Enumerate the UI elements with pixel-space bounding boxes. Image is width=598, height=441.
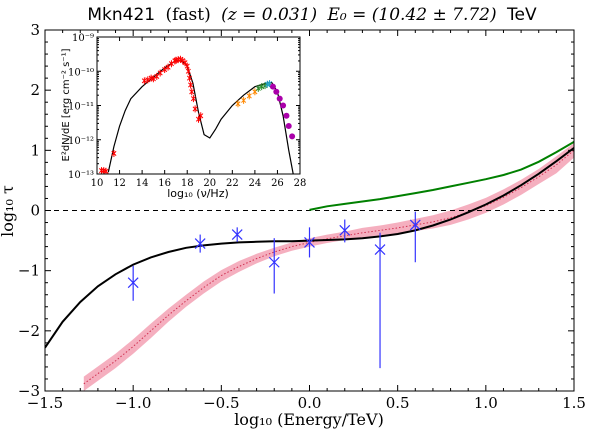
sed-data-point bbox=[276, 95, 283, 102]
inset-x-tick-label: 26 bbox=[271, 178, 284, 189]
inset-y-tick-label: 10⁻¹¹ bbox=[68, 102, 94, 113]
y-tick-label: 0 bbox=[30, 202, 40, 220]
y-tick-label: −2 bbox=[18, 322, 40, 340]
main-x-axis-label: log₁₀ (Energy/TeV) bbox=[234, 410, 384, 429]
sed-data-point bbox=[280, 102, 287, 109]
inset-y-tick-label: 10⁻¹³ bbox=[68, 170, 94, 181]
sed-data-point bbox=[289, 133, 296, 140]
sed-data-point bbox=[190, 95, 196, 103]
inset-x-axis-label: log₁₀ (ν/Hz) bbox=[167, 187, 229, 200]
y-tick-label: −1 bbox=[18, 262, 40, 280]
chart-title: Mkn421 (fast) (z = 0.031) E₀ = (10.42 ± … bbox=[87, 5, 537, 25]
inset-plot-axes: 10 12 14 16 18 20 22 24 26 28 10⁻¹³ 10⁻¹² 10⁻¹¹ 10⁻¹⁰… bbox=[68, 33, 306, 189]
sed-data-point bbox=[285, 123, 292, 130]
title-unit: TeV bbox=[506, 5, 537, 25]
sed-data-point bbox=[145, 76, 151, 84]
data-point bbox=[268, 238, 280, 294]
title-tag: (fast) bbox=[166, 5, 211, 25]
x-marker bbox=[374, 244, 386, 256]
sed-data-point bbox=[195, 115, 202, 123]
main-plot-data bbox=[45, 141, 574, 391]
inset-x-tick-label: 10 bbox=[91, 178, 104, 189]
inset-x-tick-label: 24 bbox=[249, 178, 262, 189]
data-point bbox=[231, 227, 243, 242]
title-redshift: (z = 0.031) bbox=[221, 5, 317, 25]
sed-data-point bbox=[283, 112, 290, 119]
sed-data-point bbox=[259, 83, 265, 91]
inset-x-tick-label: 16 bbox=[158, 178, 171, 189]
inset-x-tick-label: 14 bbox=[136, 178, 149, 189]
main-y-axis-label: log₁₀ τ bbox=[0, 185, 17, 237]
x-marker bbox=[127, 277, 139, 289]
sed-data-point bbox=[241, 96, 247, 104]
sed-data-point bbox=[188, 81, 194, 89]
data-point bbox=[409, 211, 421, 263]
x-marker bbox=[409, 219, 421, 231]
sed-data-point bbox=[198, 112, 204, 120]
sed-data-point bbox=[186, 74, 193, 82]
x-marker bbox=[339, 224, 351, 236]
sed-data-point bbox=[255, 84, 261, 92]
inset-y-tick-label: 10⁻¹⁰ bbox=[68, 67, 94, 78]
inset-y-axis-label: E²dN/dE [erg cm⁻² s⁻¹] bbox=[61, 48, 72, 161]
inset-background bbox=[97, 37, 300, 174]
x-marker bbox=[194, 238, 206, 250]
sed-data-point bbox=[246, 92, 252, 100]
sed-data-point bbox=[150, 75, 156, 83]
x-marker bbox=[231, 229, 243, 240]
x-marker bbox=[268, 256, 280, 268]
inset-y-tick-label: 10⁻¹² bbox=[68, 136, 94, 147]
sed-data-point bbox=[162, 66, 168, 74]
data-point bbox=[339, 219, 351, 243]
sed-data-point bbox=[182, 59, 188, 67]
y-tick-label: 1 bbox=[30, 141, 40, 159]
sed-data-point bbox=[189, 88, 195, 96]
sed-data-point bbox=[157, 69, 163, 77]
x-tick-label: 0.0 bbox=[298, 394, 322, 412]
sed-data-point bbox=[184, 62, 190, 70]
x-tick-label: −1.5 bbox=[27, 394, 63, 412]
inset-x-tick-label: 22 bbox=[226, 178, 239, 189]
x-marker bbox=[304, 236, 315, 248]
y-tick-label: −3 bbox=[18, 382, 40, 400]
sed-data-point bbox=[141, 77, 147, 85]
data-point bbox=[374, 232, 386, 369]
inset-x-tick-label: 12 bbox=[113, 178, 126, 189]
band-median-line bbox=[83, 149, 574, 385]
inset-x-tick-label: 20 bbox=[203, 178, 216, 189]
y-tick-label: 2 bbox=[30, 81, 40, 99]
data-point bbox=[194, 234, 206, 253]
data-point bbox=[127, 265, 139, 301]
sed-data-point bbox=[235, 100, 241, 108]
data-point bbox=[304, 227, 315, 258]
y-tick-label: 3 bbox=[30, 21, 40, 39]
title-e0: E₀ = (10.42 ± 7.72) bbox=[327, 5, 497, 25]
sed-data-point bbox=[111, 149, 117, 157]
inset-x-tick-label: 28 bbox=[294, 178, 307, 189]
x-tick-label: 0.5 bbox=[386, 394, 410, 412]
green-model-line bbox=[309, 141, 574, 211]
sed-data-point bbox=[185, 67, 191, 75]
title-object: Mkn421 bbox=[87, 5, 155, 25]
x-tick-label: 1.0 bbox=[474, 394, 498, 412]
sed-data-point bbox=[192, 105, 198, 113]
inset-plot-data bbox=[98, 55, 296, 174]
x-tick-label: −1.0 bbox=[115, 394, 151, 412]
x-tick-label: −0.5 bbox=[203, 394, 239, 412]
inset-y-tick-label: 10⁻⁹ bbox=[72, 33, 94, 44]
sed-data-point bbox=[273, 88, 280, 95]
x-tick-label: 1.5 bbox=[562, 394, 586, 412]
sed-data-point bbox=[269, 83, 276, 90]
inset-x-tick-label: 18 bbox=[181, 178, 194, 189]
